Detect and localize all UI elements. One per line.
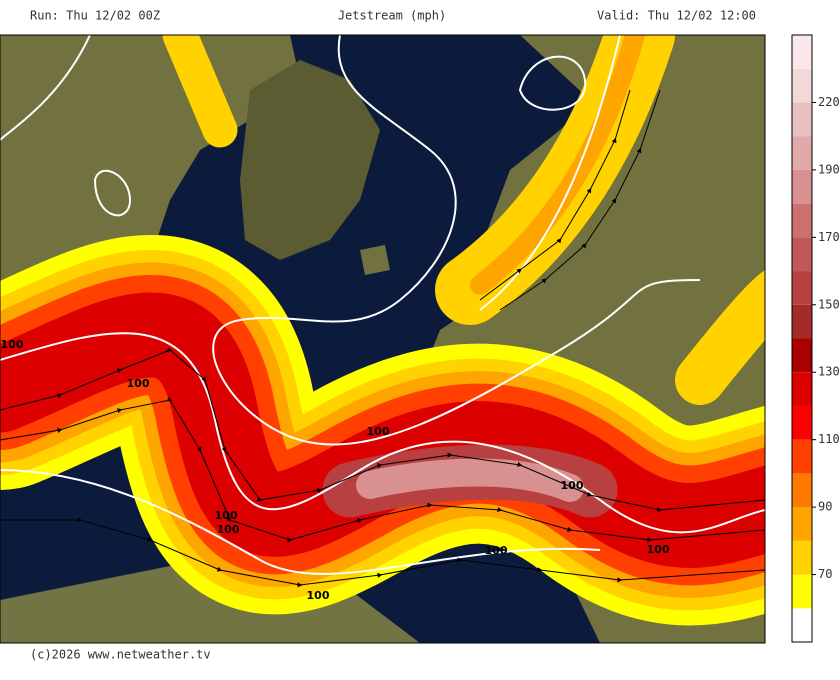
iceland	[360, 245, 390, 275]
colorbar-band	[792, 540, 812, 575]
valid-label: Valid: Thu 12/02 12:00	[597, 9, 756, 23]
contour-label: 100	[647, 543, 670, 556]
contour-label: 100	[1, 338, 24, 351]
colorbar-band	[792, 203, 812, 238]
colorbar-band	[792, 574, 812, 609]
contour-label: 100	[127, 377, 150, 390]
colorbar-label: 220	[818, 95, 840, 109]
map	[0, 35, 765, 643]
colorbar-band	[792, 405, 812, 440]
colorbar-label: 170	[818, 230, 840, 244]
map-title: Jetstream (mph)	[338, 9, 446, 23]
contour-label: 100	[215, 509, 238, 522]
colorbar-label: 190	[818, 162, 840, 176]
contour-label: 100	[561, 479, 584, 492]
colorbar-label: 150	[818, 297, 840, 311]
contour-label: 100	[307, 589, 330, 602]
colorbar-label: 90	[818, 500, 832, 514]
map-frame	[0, 34, 766, 644]
colorbar-band	[792, 439, 812, 474]
copyright: (c)2026 www.netweather.tv	[30, 648, 211, 662]
colorbar: 70 90 110 130 150 170 190 220	[791, 34, 840, 643]
colorbar-label: 130	[818, 365, 840, 379]
colorbar-band	[792, 68, 812, 103]
colorbar-band	[792, 507, 812, 541]
colorbar-band	[792, 271, 812, 305]
contour-label: 100	[485, 544, 508, 557]
colorbar-band	[792, 304, 812, 339]
colorbar-band	[792, 473, 812, 508]
greenland	[240, 60, 380, 260]
colorbar-band	[792, 35, 812, 69]
colorbar-band	[792, 102, 812, 137]
colorbar-label: 110	[818, 432, 840, 446]
colorbar-band	[792, 169, 812, 204]
contour-label: 100	[217, 523, 240, 536]
contour-label: 100	[367, 425, 390, 438]
streamlines	[0, 89, 765, 588]
colorbar-band	[792, 608, 812, 642]
colorbar-band	[792, 237, 812, 272]
run-label: Run: Thu 12/02 00Z	[30, 9, 160, 23]
colorbar-frame	[791, 34, 813, 643]
colorbar-band	[792, 338, 812, 373]
colorbar-band	[792, 372, 812, 406]
colorbar-label: 70	[818, 567, 832, 581]
colorbar-band	[792, 136, 812, 170]
